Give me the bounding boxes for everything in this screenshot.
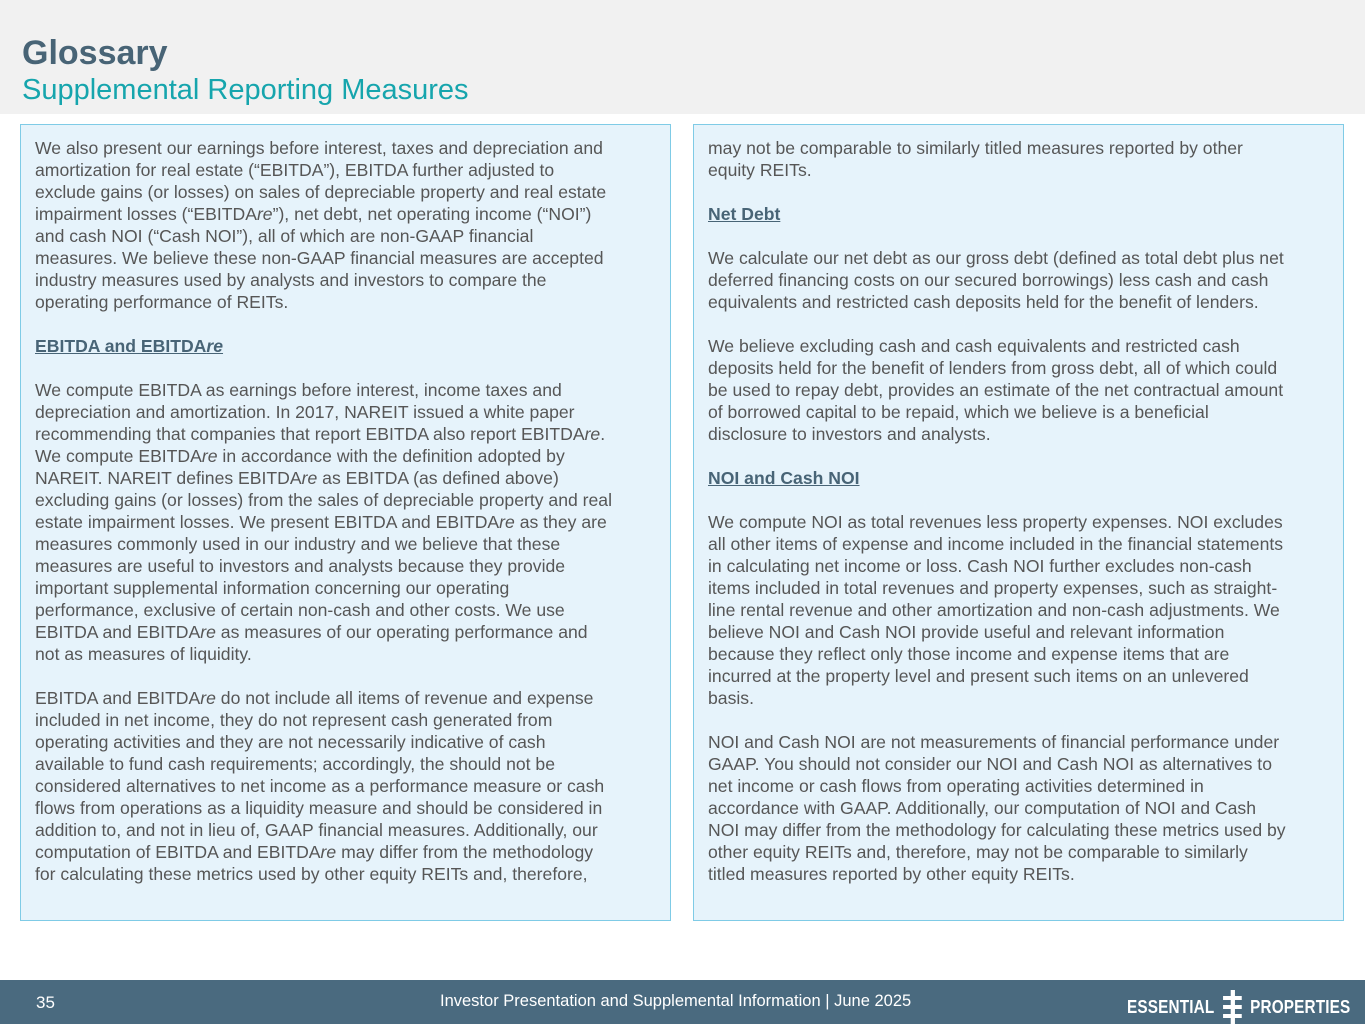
text-line: of borrowed capital to be repaid, which … <box>708 402 1209 422</box>
text-line: computation of EBITDA and EBITDAre may d… <box>35 842 594 862</box>
text-line: basis. <box>708 688 754 708</box>
text-line: for calculating these metrics used by ot… <box>35 864 588 884</box>
text-line: operating performance of REITs. <box>35 292 289 312</box>
text-line: may not be comparable to similarly title… <box>708 138 1243 158</box>
section-heading: NOI and Cash NOI <box>708 468 860 488</box>
logo-mark-icon <box>1222 990 1242 1024</box>
text-line: We calculate our net debt as our gross d… <box>708 248 1284 268</box>
logo-text-right: PROPERTIES <box>1250 996 1351 1017</box>
text-line: EBITDA and EBITDAre do not include all i… <box>35 688 594 708</box>
text-line: because they reflect only those income a… <box>708 644 1230 664</box>
text-line: amortization for real estate (“EBITDA”),… <box>35 160 555 180</box>
text-line: flows from operations as a liquidity mea… <box>35 798 603 818</box>
text-line: all other items of expense and income in… <box>708 534 1284 554</box>
header: Glossary Supplemental Reporting Measures <box>0 0 1365 114</box>
text-line: NOI and Cash NOI are not measurements of… <box>708 732 1280 752</box>
text-line: line rental revenue and other amortizati… <box>708 600 1280 620</box>
text-line: depreciation and amortization. In 2017, … <box>35 402 575 422</box>
footer-text: Investor Presentation and Supplemental I… <box>440 992 912 1010</box>
text-line: items included in total revenues and pro… <box>708 578 1278 598</box>
text-line: important supplemental information conce… <box>35 578 510 598</box>
text-line: We compute NOI as total revenues less pr… <box>708 512 1283 532</box>
section-heading: EBITDA and EBITDAre <box>35 336 224 356</box>
text-line: We compute EBITDA as earnings before int… <box>35 380 562 400</box>
text-line: and cash NOI (“Cash NOI”), all of which … <box>35 226 534 246</box>
text-line: NAREIT. NAREIT defines EBITDAre as EBITD… <box>35 468 559 488</box>
text-line: titled measures reported by other equity… <box>708 864 1075 884</box>
text-line: not as measures of liquidity. <box>35 644 252 664</box>
text-line: performance, exclusive of certain non-ca… <box>35 600 565 620</box>
text-line: addition to, and not in lieu of, GAAP fi… <box>35 820 598 840</box>
left-text-panel: We also present our earnings before inte… <box>20 124 671 921</box>
text-line: industry measures used by analysts and i… <box>35 270 547 290</box>
text-line: considered alternatives to net income as… <box>35 776 605 796</box>
page-subtitle: Supplemental Reporting Measures <box>22 74 469 106</box>
text-line: incurred at the property level and prese… <box>708 666 1249 686</box>
text-line: be used to repay debt, provides an estim… <box>708 380 1284 400</box>
text-line: believe NOI and Cash NOI provide useful … <box>708 622 1225 642</box>
text-line: We compute EBITDAre in accordance with t… <box>35 446 565 466</box>
right-text-panel: may not be comparable to similarly title… <box>693 124 1344 921</box>
footer: 35 Investor Presentation and Supplementa… <box>0 980 1365 1024</box>
text-line: net income or cash flows from operating … <box>708 776 1204 796</box>
company-logo: ESSENTIAL PROPERTIES <box>1127 990 1350 1024</box>
text-line: deposits held for the benefit of lenders… <box>708 358 1278 378</box>
text-line: estate impairment losses. We present EBI… <box>35 512 607 532</box>
text-line: deferred financing costs on our secured … <box>708 270 1269 290</box>
text-line: measures. We believe these non-GAAP fina… <box>35 248 604 268</box>
page-number: 35 <box>36 993 55 1012</box>
text-line: EBITDA and EBITDAre as measures of our o… <box>35 622 588 642</box>
text-line: impairment losses (“EBITDAre”), net debt… <box>35 204 592 224</box>
text-line: NOI may differ from the methodology for … <box>708 820 1286 840</box>
text-line: recommending that companies that report … <box>35 424 606 444</box>
text-line: included in net income, they do not repr… <box>35 710 553 730</box>
text-line: measures commonly used in our industry a… <box>35 534 561 554</box>
text-line: exclude gains (or losses) on sales of de… <box>35 182 607 202</box>
text-line: accordance with GAAP. Additionally, our … <box>708 798 1256 818</box>
text-line: We also present our earnings before inte… <box>35 138 603 158</box>
text-line: operating activities and they are not ne… <box>35 732 546 752</box>
text-line: other equity REITs and, therefore, may n… <box>708 842 1248 862</box>
text-line: disclosure to investors and analysts. <box>708 424 991 444</box>
text-line: equity REITs. <box>708 160 812 180</box>
text-line: equivalents and restricted cash deposits… <box>708 292 1259 312</box>
text-line: in calculating net income or loss. Cash … <box>708 556 1252 576</box>
logo-text-left: ESSENTIAL <box>1127 996 1215 1017</box>
text-line: excluding gains (or losses) from the sal… <box>35 490 612 510</box>
page-title: Glossary <box>22 34 168 72</box>
section-heading: Net Debt <box>708 204 781 224</box>
text-line: available to fund cash requirements; acc… <box>35 754 555 774</box>
text-line: measures are useful to investors and ana… <box>35 556 566 576</box>
text-line: We believe excluding cash and cash equiv… <box>708 336 1240 356</box>
text-line: GAAP. You should not consider our NOI an… <box>708 754 1272 774</box>
